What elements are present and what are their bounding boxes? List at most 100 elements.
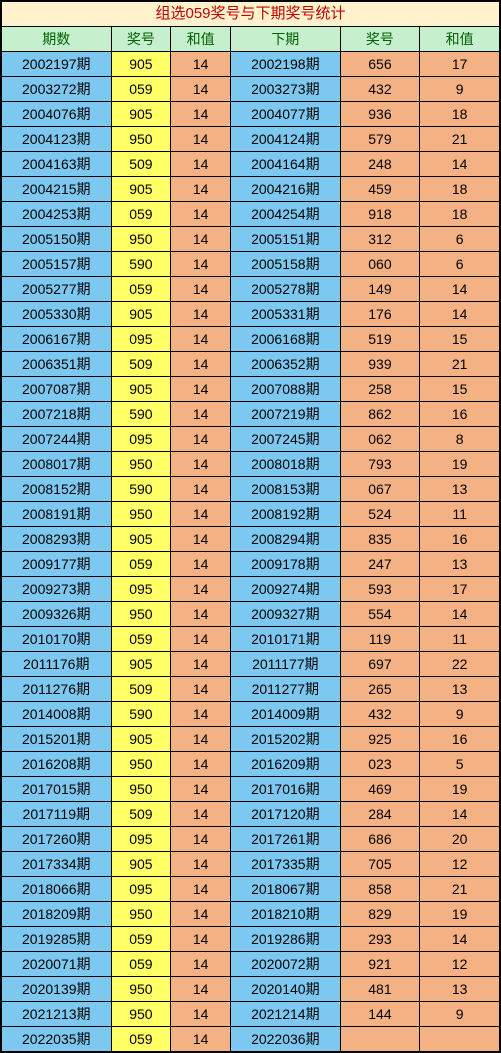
number-right-cell: 144: [340, 1002, 420, 1027]
header-row: 期数 奖号 和值 下期 奖号 和值: [2, 27, 500, 52]
number-left-cell: 059: [111, 627, 171, 652]
number-right-cell: 176: [340, 302, 420, 327]
period-right-cell: 2005158期: [231, 252, 341, 277]
number-right-cell: 939: [340, 352, 420, 377]
period-left-cell: 2017334期: [2, 852, 112, 877]
period-left-cell: 2007244期: [2, 427, 112, 452]
number-left-cell: 950: [111, 977, 171, 1002]
sum-right-cell: 13: [420, 552, 500, 577]
number-left-cell: 509: [111, 352, 171, 377]
sum-right-cell: 18: [420, 202, 500, 227]
sum-right-cell: 13: [420, 477, 500, 502]
period-right-cell: 2005151期: [231, 227, 341, 252]
period-right-cell: 2009327期: [231, 602, 341, 627]
number-left-cell: 905: [111, 302, 171, 327]
table-row: 2016208期950142016209期0235: [2, 752, 500, 777]
sum-right-cell: 19: [420, 902, 500, 927]
sum-left-cell: 14: [171, 152, 231, 177]
table-row: 2008191期950142008192期52411: [2, 502, 500, 527]
number-right-cell: 554: [340, 602, 420, 627]
sum-left-cell: 14: [171, 577, 231, 602]
table-row: 2020139期950142020140期48113: [2, 977, 500, 1002]
period-right-cell: 2002198期: [231, 52, 341, 77]
number-right-cell: 067: [340, 477, 420, 502]
period-right-cell: 2016209期: [231, 752, 341, 777]
number-left-cell: 905: [111, 727, 171, 752]
sum-right-cell: 11: [420, 627, 500, 652]
period-right-cell: 2007219期: [231, 402, 341, 427]
number-left-cell: 950: [111, 902, 171, 927]
number-right-cell: 705: [340, 852, 420, 877]
sum-right-cell: 9: [420, 77, 500, 102]
number-left-cell: 905: [111, 652, 171, 677]
lottery-stats-table: 组选059奖号与下期奖号统计 期数 奖号 和值 下期 奖号 和值 2002197…: [0, 0, 501, 1053]
title-row: 组选059奖号与下期奖号统计: [2, 2, 500, 27]
table-row: 2022035期059142022036期: [2, 1027, 500, 1052]
number-left-cell: 059: [111, 952, 171, 977]
number-left-cell: 095: [111, 877, 171, 902]
period-right-cell: 2010171期: [231, 627, 341, 652]
sum-left-cell: 14: [171, 77, 231, 102]
period-left-cell: 2004163期: [2, 152, 112, 177]
sum-right-cell: 14: [420, 927, 500, 952]
number-right-cell: 936: [340, 102, 420, 127]
sum-left-cell: 14: [171, 852, 231, 877]
sum-left-cell: 14: [171, 502, 231, 527]
period-right-cell: 2020072期: [231, 952, 341, 977]
number-right-cell: 247: [340, 552, 420, 577]
sum-right-cell: 21: [420, 352, 500, 377]
period-right-cell: 2003273期: [231, 77, 341, 102]
sum-right-cell: 12: [420, 952, 500, 977]
sum-right-cell: 19: [420, 777, 500, 802]
sum-right-cell: 15: [420, 327, 500, 352]
sum-right-cell: 16: [420, 527, 500, 552]
number-right-cell: 925: [340, 727, 420, 752]
period-right-cell: 2017261期: [231, 827, 341, 852]
number-right-cell: 829: [340, 902, 420, 927]
number-right-cell: 469: [340, 777, 420, 802]
col-header-sum-right: 和值: [420, 27, 500, 52]
number-right-cell: 519: [340, 327, 420, 352]
sum-right-cell: 5: [420, 752, 500, 777]
sum-left-cell: 14: [171, 377, 231, 402]
period-right-cell: 2008153期: [231, 477, 341, 502]
number-left-cell: 950: [111, 502, 171, 527]
number-left-cell: 059: [111, 277, 171, 302]
number-left-cell: 590: [111, 477, 171, 502]
sum-left-cell: 14: [171, 102, 231, 127]
table-row: 2007087期905142007088期25815: [2, 377, 500, 402]
sum-left-cell: 14: [171, 327, 231, 352]
sum-left-cell: 14: [171, 752, 231, 777]
number-right-cell: 793: [340, 452, 420, 477]
table-row: 2002197期905142002198期65617: [2, 52, 500, 77]
period-right-cell: 2019286期: [231, 927, 341, 952]
sum-left-cell: 14: [171, 677, 231, 702]
period-right-cell: 2017120期: [231, 802, 341, 827]
period-right-cell: 2017335期: [231, 852, 341, 877]
table-row: 2004215期905142004216期45918: [2, 177, 500, 202]
number-left-cell: 950: [111, 777, 171, 802]
sum-left-cell: 14: [171, 527, 231, 552]
period-left-cell: 2008152期: [2, 477, 112, 502]
table-row: 2008152期590142008153期06713: [2, 477, 500, 502]
table-row: 2005150期950142005151期3126: [2, 227, 500, 252]
sum-right-cell: 16: [420, 727, 500, 752]
col-header-sum-left: 和值: [171, 27, 231, 52]
table-row: 2008017期950142008018期79319: [2, 452, 500, 477]
table-row: 2005277期059142005278期14914: [2, 277, 500, 302]
number-right-cell: 258: [340, 377, 420, 402]
sum-right-cell: 13: [420, 677, 500, 702]
sum-left-cell: 14: [171, 252, 231, 277]
period-left-cell: 2004215期: [2, 177, 112, 202]
number-left-cell: 059: [111, 1027, 171, 1052]
period-left-cell: 2005330期: [2, 302, 112, 327]
period-left-cell: 2005150期: [2, 227, 112, 252]
period-left-cell: 2005157期: [2, 252, 112, 277]
period-left-cell: 2017260期: [2, 827, 112, 852]
period-left-cell: 2008017期: [2, 452, 112, 477]
sum-right-cell: 18: [420, 102, 500, 127]
period-right-cell: 2004124期: [231, 127, 341, 152]
period-left-cell: 2009177期: [2, 552, 112, 577]
sum-right-cell: 21: [420, 127, 500, 152]
table-row: 2004163期509142004164期24814: [2, 152, 500, 177]
